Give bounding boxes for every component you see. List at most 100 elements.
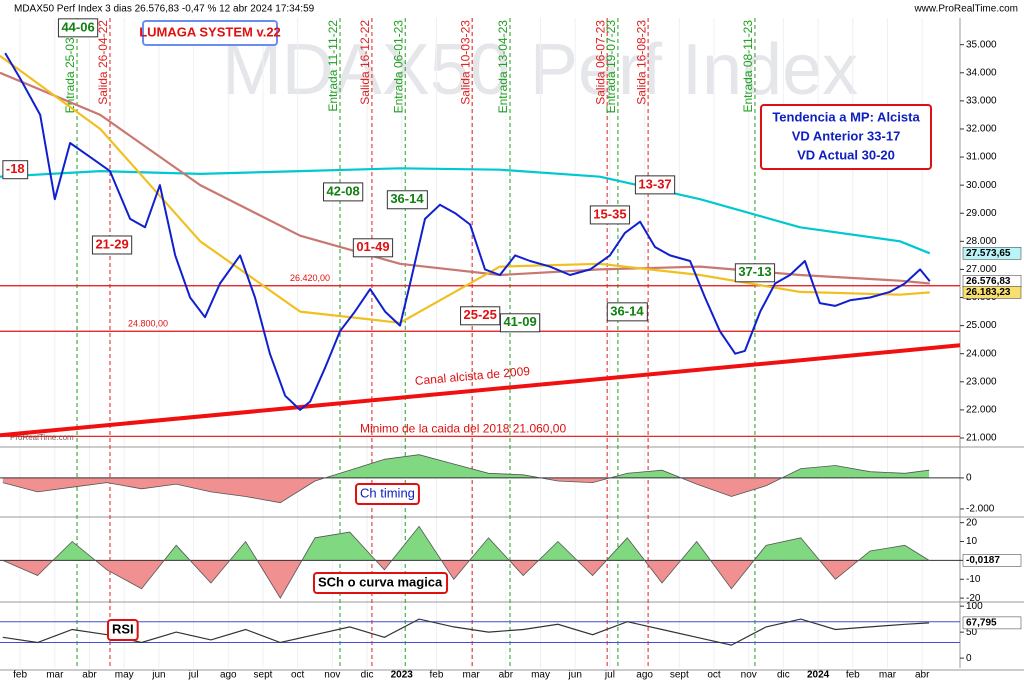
panel-title: Ch timing: [360, 485, 415, 500]
x-tick-label: abr: [499, 670, 514, 681]
series-line: [0, 167, 931, 255]
annotation-label: 25-25: [464, 307, 497, 322]
signal-label: Salida 16-12-22: [358, 20, 372, 105]
signal-label: Entrada 25-03-22: [63, 20, 77, 114]
y-tick-label: -2.000: [966, 504, 995, 515]
area-positive: [2, 526, 930, 561]
signal-label: Entrada 08-11-23: [741, 20, 755, 113]
signal-label: Salida 16-08-23: [634, 20, 648, 105]
annotation-label: 37-13: [738, 264, 771, 279]
series-line: [2, 525, 930, 599]
x-tick-label: feb: [13, 670, 27, 681]
annotation-label: 01-49: [356, 239, 389, 254]
x-tick-label: sept: [254, 670, 273, 681]
signal-label: Entrada 19-07-23: [604, 20, 618, 114]
area-negative: [2, 560, 930, 599]
x-tick-label: feb: [846, 670, 860, 681]
x-tick-label: abr: [82, 670, 97, 681]
trend-box-line: VD Anterior 33-17: [792, 128, 901, 143]
annotation-box: [499, 313, 541, 333]
y-tick-label: -10: [966, 574, 981, 585]
x-tick-label: mar: [463, 670, 481, 681]
y-tick-label: 25.000: [966, 320, 997, 331]
annotation-box: [606, 302, 648, 322]
series-line: [4, 52, 931, 411]
header-title: MDAX50 Perf Index 3 dias 26.576,83 -0,47…: [14, 4, 315, 15]
annotation-box: [634, 175, 676, 195]
price-tag-box: [962, 554, 1022, 567]
x-tick-label: 2024: [807, 670, 830, 681]
x-tick-label: ago: [636, 670, 653, 681]
x-tick-label: oct: [291, 670, 305, 681]
price-tag-box: [962, 616, 1022, 630]
annotation-box: [352, 238, 394, 258]
panel-title: SCh o curva magica: [318, 574, 443, 589]
level-label: Minimo de la caida del 2018 21.060,00: [360, 421, 566, 435]
series-line: [0, 55, 930, 324]
annotation-label: 41-09: [503, 314, 536, 329]
x-tick-label: jul: [188, 670, 199, 681]
trend-box-line: VD Actual 30-20: [797, 147, 895, 162]
level-label: 24.800,00: [128, 319, 168, 329]
annotation-box: [734, 263, 776, 283]
annotation-box: [323, 182, 364, 202]
x-tick-label: may: [115, 670, 134, 681]
system-box: [142, 20, 278, 46]
y-tick-label: 27.000: [966, 264, 997, 275]
y-tick-label: 0: [966, 653, 972, 664]
y-tick-label: 20: [966, 517, 978, 528]
y-tick-label: 35.000: [966, 39, 997, 50]
y-tick-label: 23.000: [966, 376, 997, 387]
price-tag-label: -0,0187: [966, 555, 1000, 566]
x-tick-label: mar: [46, 670, 64, 681]
x-tick-label: jul: [604, 670, 615, 681]
price-tag-box: [962, 247, 1022, 260]
x-tick-label: abr: [915, 670, 930, 681]
y-tick-label: 0: [966, 473, 972, 484]
y-tick-label: 30.000: [966, 180, 997, 191]
level-label: 26.420,00: [290, 273, 330, 283]
area-positive: [324, 454, 930, 478]
signal-label: Entrada 13-04-23: [496, 20, 510, 114]
annotation-label: 13-37: [638, 176, 671, 191]
annotation-box: [460, 306, 501, 326]
annotation-label: 36-14: [390, 191, 424, 206]
annotation-box: [57, 18, 99, 38]
price-tag-label: 27.573,65: [966, 248, 1011, 259]
x-tick-label: 2023: [391, 670, 414, 681]
annotation-box: [2, 160, 29, 180]
x-tick-label: jun: [568, 670, 582, 681]
x-tick-label: dic: [361, 670, 374, 681]
y-tick-label: 21.000: [966, 433, 997, 444]
header-site: www.ProRealTime.com: [913, 4, 1018, 15]
trend-box-line: Tendencia a MP: Alcista: [772, 109, 920, 124]
x-tick-label: ago: [220, 670, 237, 681]
y-tick-label: 10: [966, 536, 978, 547]
trend-line: [0, 343, 961, 438]
signal-label: Salida 06-07-23: [593, 20, 607, 105]
x-tick-label: dic: [777, 670, 790, 681]
signal-label: Salida 26-04-22: [96, 20, 110, 105]
y-tick-label: 100: [966, 601, 983, 612]
trend-box: [760, 104, 932, 170]
x-tick-label: feb: [430, 670, 444, 681]
panel-title-box: [313, 572, 449, 594]
price-tag-label: 67,795: [966, 618, 997, 629]
annotation-label: 42-08: [327, 183, 360, 198]
y-tick-label: 24.000: [966, 348, 997, 359]
y-tick-label: 22.000: [966, 405, 997, 416]
watermark-group: MDAX50 Perf Index: [222, 30, 858, 110]
x-tick-label: jun: [151, 670, 165, 681]
x-tick-label: mar: [879, 670, 897, 681]
signal-label: Entrada 06-01-23: [391, 20, 405, 114]
watermark: MDAX50 Perf Index: [222, 30, 858, 110]
y-tick-label: 28.000: [966, 236, 997, 247]
annotation-label: -18: [6, 161, 25, 176]
annotation-label: 36-14: [610, 303, 644, 318]
x-tick-label: nov: [324, 670, 340, 681]
panel-title: RSI: [112, 621, 134, 636]
price-tag-label: 26.183,23: [966, 287, 1011, 298]
y-tick-label: 50: [966, 627, 978, 638]
x-tick-label: nov: [741, 670, 757, 681]
